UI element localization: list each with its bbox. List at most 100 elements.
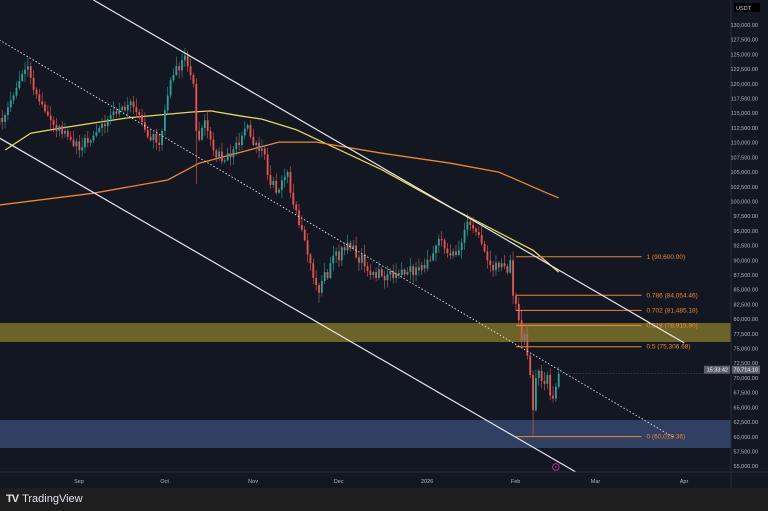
y-tick-label: 90,000.00 [734, 258, 758, 264]
candle-body [64, 130, 66, 134]
candle-body [549, 375, 552, 396]
event-flag-icon[interactable] [552, 463, 560, 471]
candle-body [7, 107, 9, 115]
candle-body [366, 266, 369, 271]
candle-body [526, 333, 529, 356]
candle-body [29, 66, 32, 78]
fib-level-label: 0 (60,019.36) [647, 434, 686, 441]
candle-body [201, 127, 203, 140]
y-tick-label: 75,000.00 [734, 347, 758, 353]
candle-body [369, 270, 372, 275]
candle-body [306, 240, 309, 255]
candle-body [323, 272, 326, 281]
moving-average-fast [4, 110, 560, 273]
candle-body [32, 77, 35, 90]
x-tick-label: Apr [680, 479, 689, 485]
price-chart[interactable]: 1 (90,600.00) 0.786 (84,054.46) 0.702 (81,… [0, 0, 768, 488]
candle-body [55, 125, 58, 131]
candle-body [221, 151, 223, 162]
candle-body [363, 254, 366, 267]
candle-body [512, 260, 514, 296]
candle-body [183, 55, 186, 61]
candle-body [235, 142, 238, 150]
price-axis[interactable] [731, 0, 768, 488]
candle-body [138, 112, 141, 115]
candle-body [529, 355, 532, 375]
candle-body [172, 75, 175, 81]
demand-zone[interactable] [0, 420, 731, 448]
candle-body [420, 265, 423, 271]
candle-body [443, 240, 446, 249]
candle-body [517, 303, 520, 321]
last-price-value: 70,714.10 [734, 368, 758, 374]
candle-body [477, 232, 480, 235]
candle-body [181, 60, 183, 71]
candle-body [463, 229, 466, 243]
candle-body [380, 269, 383, 277]
candle-body [78, 141, 81, 151]
y-tick-label: 115,000.00 [731, 111, 758, 117]
candle-body [318, 285, 320, 293]
fibonacci-retracement[interactable]: 1 (90,600.00) 0.786 (84,054.46) 0.702 (81,… [515, 254, 698, 441]
candle-body [543, 380, 546, 384]
candle-body [486, 251, 489, 261]
candle-body [84, 137, 86, 148]
candle-body [346, 242, 349, 251]
currency-badge: USDT [734, 3, 760, 12]
trendlines-layer[interactable] [0, 0, 685, 472]
candle-body [503, 263, 506, 267]
tradingview-logo[interactable]: TV TradingView [6, 493, 83, 505]
candle-body [460, 242, 463, 251]
candle-body [195, 83, 198, 131]
candle-body [175, 66, 178, 75]
candle-body [395, 273, 397, 278]
candle-body [26, 66, 29, 70]
candle-body [249, 125, 252, 137]
candle-body [104, 123, 106, 127]
chart-canvas[interactable]: 1 (90,600.00) 0.786 (84,054.46) 0.702 (81,… [0, 0, 768, 488]
fib-level-label: 0.5 (75,306.68) [647, 344, 691, 351]
candle-body [406, 272, 409, 275]
candle-body [326, 272, 329, 278]
candle-body [483, 243, 486, 252]
y-tick-label: 127,500.00 [730, 38, 758, 44]
candle-body [298, 210, 300, 225]
candle-body [212, 139, 215, 151]
candle-body [492, 265, 494, 271]
x-tick-label: Dec [334, 479, 344, 485]
candle-body [115, 111, 118, 114]
candle-body [415, 267, 417, 275]
candle-body [49, 115, 52, 121]
candle-body [121, 106, 123, 110]
channel-middle[interactable] [0, 39, 674, 438]
candle-body [44, 104, 46, 112]
candle-body [557, 373, 560, 387]
candle-body [15, 87, 18, 96]
candle-body [440, 239, 443, 241]
channel-upper[interactable] [93, 0, 685, 344]
candle-body [281, 180, 283, 190]
supply-zone[interactable] [0, 323, 731, 342]
plot-area[interactable]: 1 (90,600.00) 0.786 (84,054.46) 0.702 (81,… [0, 0, 731, 472]
fib-level-label: 0.786 (84,054.46) [647, 292, 698, 299]
event-flag-icon-ring[interactable] [552, 463, 560, 471]
y-tick-label: 112,500.00 [731, 126, 758, 132]
y-tick-label: 82,500.00 [734, 302, 758, 308]
candle-body [343, 247, 346, 251]
channel-lower[interactable] [0, 137, 577, 472]
y-tick-label: 65,000.00 [734, 405, 758, 411]
candle-body [12, 95, 15, 101]
y-tick-label: 110,000.00 [731, 141, 758, 147]
candle-body [535, 377, 537, 411]
candle-body [272, 180, 275, 185]
candle-body [192, 75, 195, 84]
candle-body [546, 375, 549, 384]
tradingview-logo-icon: TV [6, 493, 19, 505]
currency-label: USDT [736, 6, 752, 12]
y-tick-label: 55,000.00 [734, 464, 758, 470]
candle-body [375, 272, 377, 278]
candle-body [417, 267, 420, 271]
candle-body [206, 120, 209, 131]
candle-body [506, 266, 509, 273]
candle-body [69, 136, 72, 140]
